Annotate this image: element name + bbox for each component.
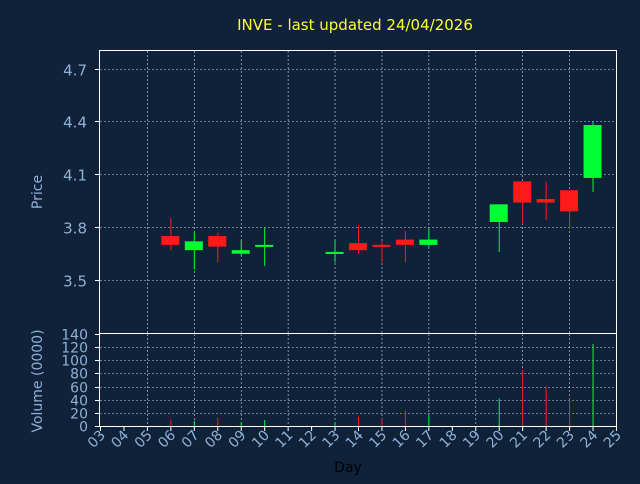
candle-body [208,236,227,247]
x-tick-label: 21 [507,428,531,452]
volume-y-tick-label: 20 [70,407,88,423]
volume-y-tick-label: 140 [61,328,88,344]
x-tick-label: 06 [155,427,179,451]
volume-y-tick-label: 0 [79,420,88,436]
volume-y-axis-label: Volume (0000) [30,329,46,432]
volume-y-tick-label: 80 [70,367,88,383]
volume-y-tick-label: 120 [61,341,88,357]
candle-body [161,236,180,245]
x-tick-label: 11 [273,428,297,452]
candle-body [372,244,391,247]
candle-24 [583,121,602,192]
x-tick-label: 07 [179,428,203,452]
candle-body [583,125,602,178]
price-y-tick-labels: 3.5 3.8 4.1 4.4 4.7 [63,62,100,291]
x-tick-label: 15 [366,428,390,452]
candle-21 [513,181,532,224]
x-tick-label: 14 [343,427,367,451]
price-panel: 3.5 3.8 4.1 4.4 4.7 Price [30,50,617,334]
x-tick-label: 03 [85,428,109,452]
chart-title: INVE - last updated 24/04/2026 [237,16,473,34]
x-tick-label: 20 [484,428,508,452]
x-tick-labels: 03 04 05 06 07 08 09 10 11 12 13 14 15 16 17 18 19 20 21 22… [85,426,625,451]
candle-body [419,239,438,245]
volume-bar-series [170,343,594,426]
price-plot-area [99,50,617,334]
x-tick-label: 13 [319,428,343,452]
x-tick-label: 19 [460,428,484,452]
candle-body [255,244,274,247]
candle-22 [536,181,555,221]
x-tick-label: 05 [132,428,156,452]
x-tick-label: 16 [390,427,414,451]
candle-20 [489,204,508,252]
candle-10 [255,227,274,267]
candle-body [513,181,532,203]
candlestick-series [161,121,602,270]
x-tick-label: 09 [226,428,250,452]
candle-17 [419,229,438,247]
x-tick-label: 04 [108,427,132,451]
price-y-tick-label: 3.5 [63,273,87,291]
candle-06 [161,218,180,251]
candle-14 [349,225,367,254]
candle-08 [208,232,227,263]
price-gridlines [100,51,616,333]
candle-23 [560,190,579,230]
volume-y-tick-label: 100 [61,354,88,370]
volume-y-tick-label: 60 [70,381,88,397]
candle-body [231,250,250,254]
x-tick-label: 17 [413,428,437,452]
x-tick-label: 12 [296,428,320,452]
x-axis-label: Day [334,460,362,476]
candle-16 [395,230,414,263]
price-y-tick-label: 4.7 [63,62,87,80]
candle-body [536,199,555,203]
price-y-tick-label: 3.8 [63,220,87,238]
candle-body [349,243,367,251]
candle-body [325,251,344,254]
x-tick-label: 25 [601,428,625,452]
candle-13 [325,239,344,263]
price-y-tick-label: 4.4 [63,114,87,132]
price-y-tick-label: 4.1 [63,167,87,185]
candle-07 [184,232,203,270]
x-tick-label: 10 [249,428,273,452]
x-tick-label: 08 [202,428,226,452]
x-tick-label: 22 [531,428,555,452]
volume-y-tick-label: 40 [70,394,88,410]
candle-09 [231,239,250,256]
candle-body [489,204,508,222]
candle-body [395,239,414,245]
candle-body [184,241,203,251]
x-tick-label: 18 [437,428,461,452]
candle-15 [372,241,391,263]
x-tick-label: 23 [554,428,578,452]
x-tick-label: 24 [577,427,601,451]
price-y-axis-label: Price [30,175,46,209]
candle-body [560,190,579,212]
volume-gridlines [100,334,616,426]
